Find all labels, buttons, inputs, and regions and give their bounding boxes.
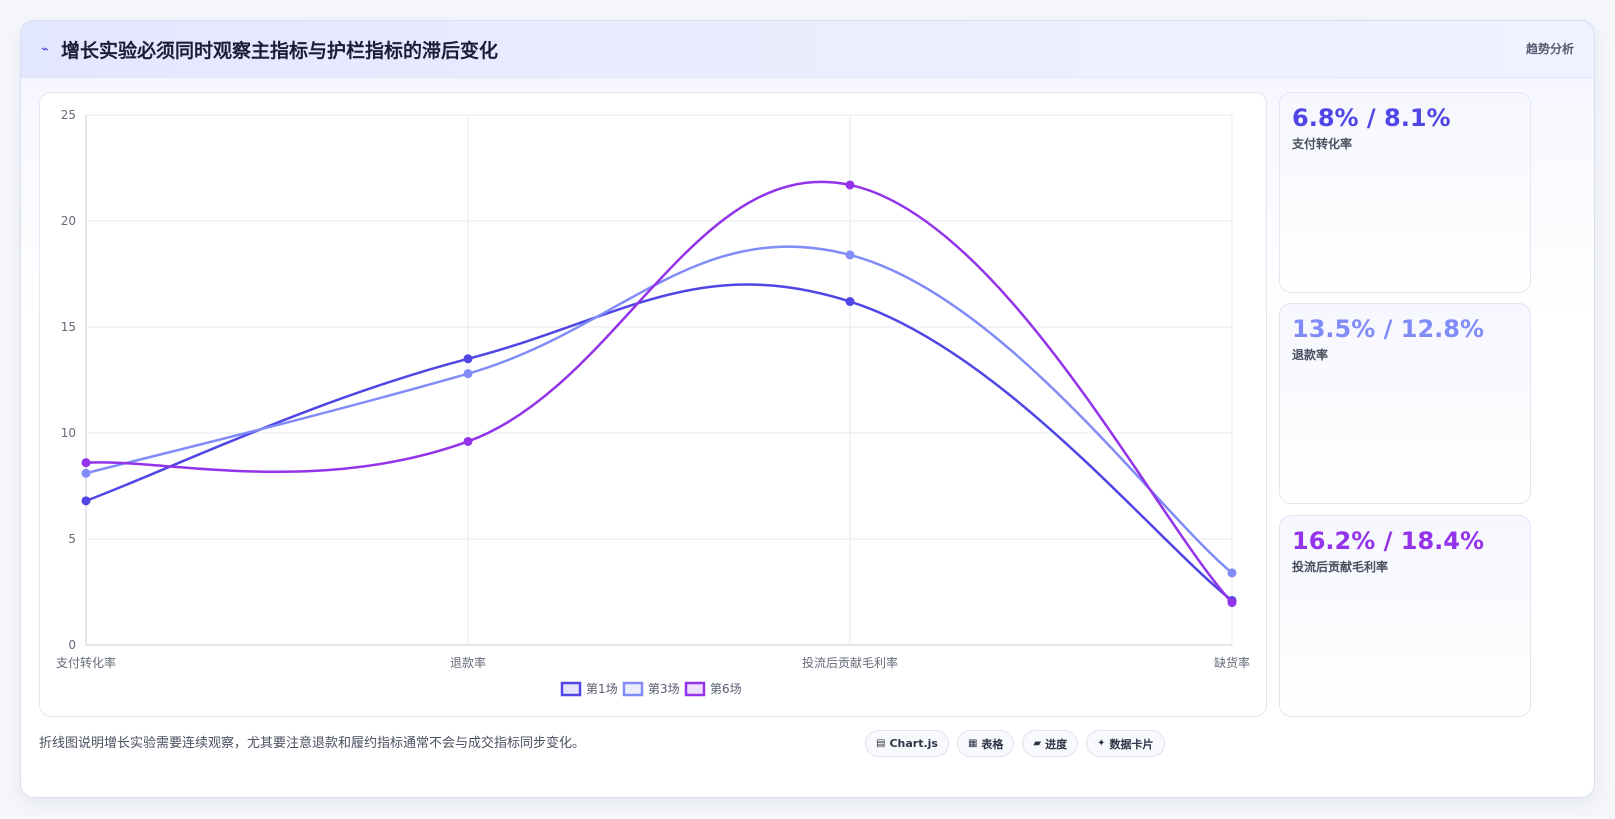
- data-point: [463, 369, 473, 379]
- stat-value: 6.8% / 8.1%: [1292, 104, 1451, 132]
- stat-value: 13.5% / 12.8%: [1292, 315, 1484, 343]
- chip-label: 表格: [981, 737, 1004, 751]
- stat-card-margin: 16.2% / 18.4% 投流后贡献毛利率: [1279, 515, 1531, 717]
- footer-note: 折线图说明增长实验需要连续观察，尤其要注意退款和履约指标通常不会与成交指标同步变…: [39, 736, 586, 751]
- view-switcher: ▤ Chart.js ▦ 表格 ▰ 进度 ✦ 数据卡片: [865, 730, 1165, 757]
- y-tick-label: 15: [61, 320, 76, 334]
- y-tick-label: 0: [68, 638, 76, 652]
- data-point: [1227, 598, 1237, 608]
- stat-label: 退款率: [1292, 348, 1329, 362]
- table-icon: ▦: [967, 738, 978, 749]
- data-point: [463, 354, 473, 364]
- card-icon: ✦: [1097, 738, 1106, 749]
- series-line-3: [85, 180, 1233, 604]
- chart-card: ⌁ 增长实验必须同时观察主指标与护栏指标的滞后变化 趋势分析 0 5 10 15 20 2…: [20, 20, 1595, 798]
- data-point: [845, 297, 855, 307]
- stat-label: 支付转化率: [1292, 137, 1353, 151]
- progress-icon: ▰: [1033, 738, 1042, 749]
- chart-panel: 0 5 10 15 20 25 支付转化率 退款率 投流后贡献毛利率 缺货率第1场 第3场 第6场: [39, 92, 1267, 717]
- stat-card-payment: 6.8% / 8.1% 支付转化率: [1279, 92, 1531, 293]
- x-tick-label: 投流后贡献毛利率: [802, 655, 898, 670]
- legend-label: 第6场: [710, 682, 742, 696]
- header-tag: 趋势分析: [1525, 42, 1574, 56]
- x-tick-label: 缺货率: [1214, 655, 1250, 670]
- stat-value: 16.2% / 18.4%: [1292, 527, 1484, 555]
- card-header: ⌁ 增长实验必须同时观察主指标与护栏指标的滞后变化 趋势分析: [21, 21, 1594, 78]
- data-point: [1227, 568, 1237, 578]
- y-tick-label: 10: [61, 426, 76, 440]
- chip-label: 进度: [1045, 737, 1068, 751]
- trend-icon: ⌁: [41, 42, 49, 57]
- data-point: [463, 436, 473, 446]
- data-point: [81, 458, 91, 468]
- table-button[interactable]: ▦ 表格: [956, 730, 1015, 757]
- x-tick-label: 支付转化率: [56, 655, 116, 670]
- chartjs-button[interactable]: ▤ Chart.js: [865, 730, 949, 757]
- page-title: 增长实验必须同时观察主指标与护栏指标的滞后变化: [61, 40, 499, 62]
- series-line-2: [85, 245, 1233, 574]
- legend-swatch: [684, 681, 706, 697]
- chip-label: 数据卡片: [1109, 737, 1154, 751]
- y-tick-label: 20: [61, 214, 76, 228]
- y-tick-label: 25: [61, 108, 76, 122]
- legend-swatch: [560, 681, 582, 697]
- data-point: [81, 496, 91, 506]
- x-tick-label: 退款率: [450, 655, 486, 670]
- data-point: [845, 250, 855, 260]
- chart-icon: ▤: [876, 738, 886, 749]
- data-point: [81, 468, 91, 478]
- data-card-button[interactable]: ✦ 数据卡片: [1086, 730, 1165, 757]
- y-tick-label: 5: [68, 532, 76, 546]
- progress-button[interactable]: ▰ 进度: [1022, 730, 1079, 757]
- legend-label: 第1场: [586, 682, 618, 696]
- series-line-1: [85, 283, 1233, 602]
- legend-swatch: [622, 681, 644, 697]
- chip-label: Chart.js: [889, 737, 938, 750]
- stat-card-refund: 13.5% / 12.8% 退款率: [1279, 303, 1531, 504]
- legend-label: 第3场: [648, 682, 680, 696]
- stat-label: 投流后贡献毛利率: [1292, 560, 1389, 574]
- data-point: [845, 180, 855, 190]
